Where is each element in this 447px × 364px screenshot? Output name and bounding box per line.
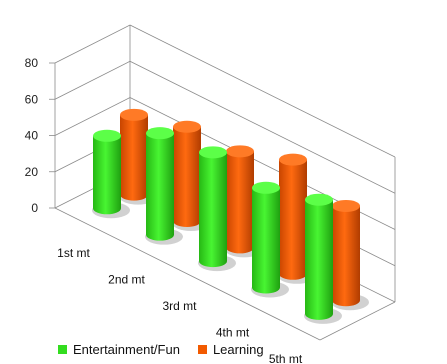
gridline-back xyxy=(129,60,396,194)
gridline-side xyxy=(54,24,131,64)
legend-label-learning: Learning xyxy=(212,342,264,357)
chart-axes xyxy=(49,24,396,341)
bar-top xyxy=(199,146,227,159)
bar-body xyxy=(173,126,201,227)
bar-body xyxy=(279,159,307,280)
bar-body xyxy=(146,133,174,241)
y-tick-label: 40 xyxy=(25,129,39,143)
bar-top xyxy=(305,193,333,206)
y-tick-label: 0 xyxy=(31,201,38,215)
y-tick-label: 80 xyxy=(25,56,39,70)
chart-legend: Entertainment/Fun Learning xyxy=(58,342,264,357)
x-category-label: 2nd mt xyxy=(108,273,145,287)
gridline-side xyxy=(54,60,131,100)
bar-entertainment-4 xyxy=(251,181,289,298)
bar-top xyxy=(120,108,148,121)
bar-top xyxy=(146,127,174,140)
x-category-label: 5th mt xyxy=(269,352,303,364)
bar-entertainment-3 xyxy=(198,146,236,272)
y-tick-label: 60 xyxy=(25,92,39,106)
bar-entertainment-1 xyxy=(92,129,130,219)
bar-body xyxy=(226,151,254,254)
chart-bars xyxy=(92,108,369,324)
bar-top xyxy=(252,181,280,194)
bar-body xyxy=(332,205,360,307)
x-category-label: 4th mt xyxy=(216,325,250,339)
legend-swatch-learning xyxy=(197,345,207,354)
gridline-side xyxy=(54,97,131,136)
chart-labels: 0 20 40 60 80 1st mt 2nd mt 3rd mt 4th mt 5th mt xyxy=(25,56,303,364)
bar-top xyxy=(173,120,201,133)
bar-entertainment-2 xyxy=(145,127,183,245)
gridline-back xyxy=(129,24,396,158)
bar-learning-5 xyxy=(331,199,369,311)
x-category-label: 1st mt xyxy=(57,246,90,260)
bar-learning-3 xyxy=(225,145,263,258)
bar-top xyxy=(226,145,254,158)
bar-body xyxy=(120,114,148,201)
legend-label-entertainment: Entertainment/Fun xyxy=(73,342,180,357)
bar-body xyxy=(305,199,333,320)
legend-swatch-entertainment xyxy=(58,345,67,354)
y-tick-label: 20 xyxy=(25,165,39,179)
bar-body xyxy=(252,187,280,294)
legend-item-entertainment: Entertainment/Fun xyxy=(58,342,180,357)
bar-top xyxy=(93,129,121,142)
bar-body xyxy=(93,135,122,215)
bar-body xyxy=(199,152,227,268)
legend-item-learning: Learning xyxy=(197,342,264,357)
x-category-label: 3rd mt xyxy=(162,299,197,313)
floor-right-edge xyxy=(319,301,396,341)
bar-top xyxy=(332,199,360,212)
bar-entertainment-5 xyxy=(304,193,342,324)
floor-front-edge xyxy=(54,207,321,341)
bar-top xyxy=(279,153,307,166)
